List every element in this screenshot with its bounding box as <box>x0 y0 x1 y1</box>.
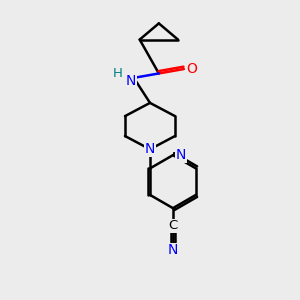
Text: N: N <box>176 148 186 162</box>
Text: N: N <box>145 142 155 156</box>
Text: C: C <box>168 219 178 232</box>
Text: O: O <box>187 62 197 76</box>
Text: N: N <box>168 243 178 257</box>
Text: H: H <box>113 67 122 80</box>
Text: N: N <box>126 74 136 88</box>
